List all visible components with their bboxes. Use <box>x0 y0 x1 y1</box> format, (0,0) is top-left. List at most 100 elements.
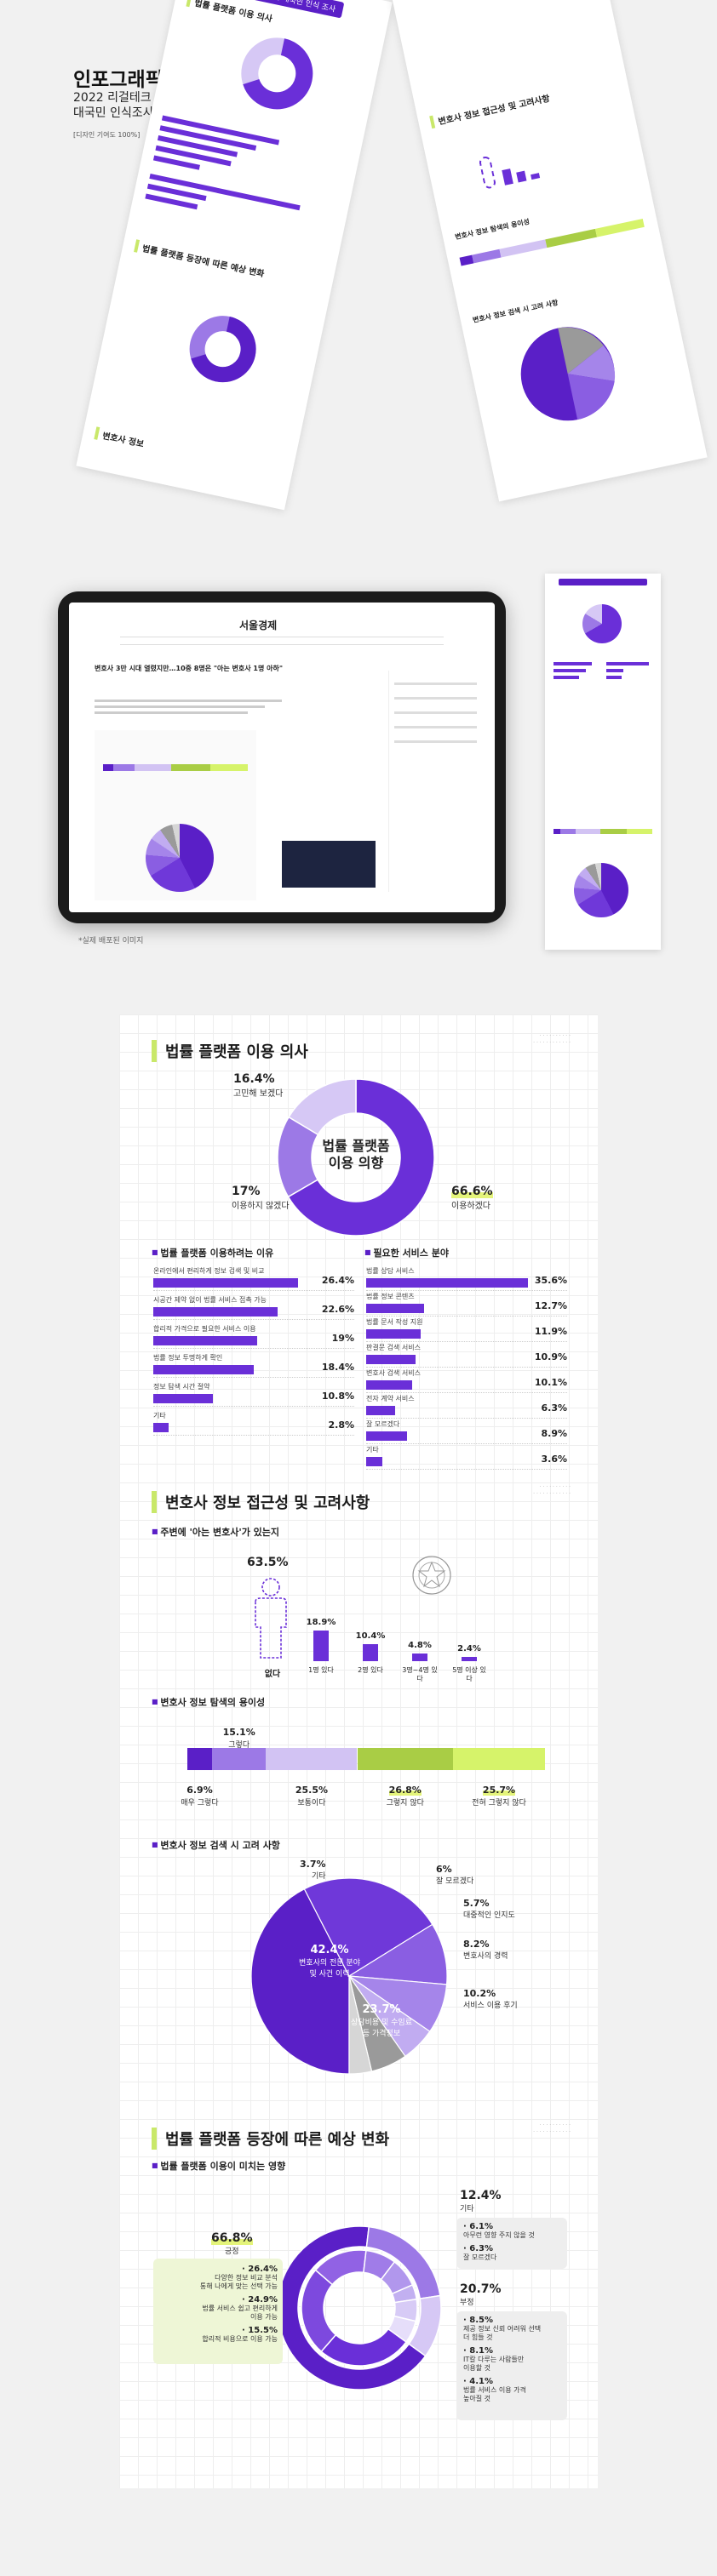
service-value: 12.7% <box>534 1300 567 1311</box>
caption: *실제 배포된 이미지 <box>78 937 144 945</box>
service-label: 법률 정보 콘텐츠 <box>366 1293 415 1300</box>
bar-know-none-pct: 63.5% <box>247 1556 289 1569</box>
poster-left-donut <box>241 37 313 110</box>
ease-label: 25.7% 전혀 그렇지 않다 <box>465 1780 533 1808</box>
consider-review-pct: 10.2% <box>463 1988 496 1999</box>
ease-segment <box>357 1748 454 1770</box>
negative-item-pct: · 8.5% <box>463 2316 494 2325</box>
know-bar <box>313 1631 329 1661</box>
reason-bar <box>153 1365 255 1374</box>
positive-item-pct: · 26.4% <box>242 2265 278 2274</box>
reason-label: 합리적 가격으로 필요한 서비스 이용 <box>153 1325 256 1333</box>
negative-item: · 4.1% 법률 서비스 이용 가격 높아질 것 <box>463 2378 565 2403</box>
reason-value: 10.8% <box>321 1391 354 1402</box>
consider-unknown-text: 잘 모르겠다 <box>436 1877 474 1886</box>
consider-price-text-2: 등 가격정보 <box>362 2030 401 2038</box>
usage-intent-slice-2 <box>288 1078 357 1136</box>
positive-item-pct: · 24.9% <box>242 2295 278 2305</box>
negative-item-pct: · 4.1% <box>463 2377 494 2386</box>
ease-label-pct: 25.5% <box>295 1785 329 1796</box>
consider-label-review: 10.2% 서비스 이용 후기 <box>463 1988 518 2010</box>
ease-title: 변호사 정보 탐색의 용이성 <box>152 1695 265 1709</box>
ease-stacked-bar <box>187 1748 545 1770</box>
service-row: 법률 정보 콘텐츠 12.7% <box>366 1292 567 1317</box>
negative-item: · 8.1% IT칼 다루는 사람들만 이용할 것 <box>463 2347 565 2373</box>
reason-value: 2.8% <box>328 1419 354 1431</box>
know-bar <box>363 1644 378 1661</box>
service-value: 8.9% <box>541 1428 567 1439</box>
section-1-title: 법률 플랫폼 이용 의사 <box>152 1040 308 1062</box>
service-row: 잘 모르겠다 8.9% <box>366 1419 567 1445</box>
service-divider <box>366 1316 567 1317</box>
service-value: 10.9% <box>534 1351 567 1362</box>
section-2-title: 변호사 정보 접근성 및 고려사항 <box>152 1491 370 1513</box>
consider-slice-2 <box>347 1923 448 1985</box>
know-bar-value: 4.8% <box>408 1640 432 1650</box>
consider-specialty-pct: 42.4% <box>310 1944 349 1956</box>
positive-box <box>153 2259 283 2364</box>
label-use-text: 이용하겠다 <box>451 1202 490 1211</box>
negative-item-text-1: 제공 정보 신뢰 어려워 선택 <box>463 2325 542 2333</box>
consider-review-text: 서비스 이용 후기 <box>463 2002 518 2010</box>
negative-item-text-2: 더 힘들 것 <box>463 2333 493 2341</box>
service-value: 6.3% <box>541 1402 567 1414</box>
tilted-poster-left: 리걸테크 산업 관련 대국민 인식 조사 법률 플랫폼 이용 의사 법률 플랫폼… <box>76 0 393 511</box>
label-use-pct: 66.6% <box>451 1185 493 1198</box>
ease-label-text: 매우 그렇다 <box>181 1799 219 1808</box>
service-divider <box>366 1418 567 1419</box>
donut-center-label: 법률 플랫폼 이용 의향 <box>305 1138 407 1172</box>
subtitle-line-1: 2022 리걸테크 산업 <box>73 91 177 105</box>
know-bar-value: 10.4% <box>355 1631 386 1642</box>
know-bar-label: 3명~4명 있다 <box>402 1666 438 1682</box>
service-label: 기타 <box>366 1446 379 1454</box>
ease-label-text: 전혀 그렇지 않다 <box>472 1799 526 1808</box>
ease-segment <box>187 1748 212 1770</box>
consider-unknown-pct: 6% <box>436 1864 452 1875</box>
service-label: 법률 상담 서비스 <box>366 1267 415 1275</box>
poster-left-title: 법률 플랫폼 이용 의사 <box>186 0 274 25</box>
know-bar-label: 5명 이상 있다 <box>452 1666 486 1682</box>
negative-item-text-1: IT칼 다루는 사람들만 <box>463 2356 525 2363</box>
person-dashed-icon <box>255 1578 287 1659</box>
service-row: 법률 상담 서비스 35.6% <box>366 1266 567 1292</box>
negative-head: 20.7% 부정 <box>460 2282 502 2307</box>
negative-pct: 20.7% <box>460 2282 502 2296</box>
reason-bar <box>153 1307 278 1317</box>
consider-slice-0 <box>250 1888 350 2075</box>
etc-item: · 6.3% 잘 모르겠다 <box>463 2245 565 2262</box>
consider-price-pct: 23.7% <box>362 2003 401 2016</box>
poster-right-pie <box>520 327 616 421</box>
consider-label-specialty: 42.4% 변호사의 전문 분야 및 사건 이력 <box>283 1944 376 1979</box>
etc-item: · 6.1% 아무런 영향 주지 않을 것 <box>463 2223 565 2240</box>
consider-label-unknown: 6% 잘 모르겠다 <box>436 1864 473 1886</box>
poster-right-sub-2: 변호사 정보 검색 시 고려 사항 <box>472 298 559 325</box>
service-label: 법률 문서 작성 지원 <box>366 1318 423 1326</box>
reason-divider <box>153 1406 354 1407</box>
know-bar-value: 18.9% <box>306 1618 336 1628</box>
impact-outer-slice-0 <box>277 2225 427 2390</box>
ease-label-pct: 26.8% <box>388 1785 422 1796</box>
know-lawyer-bars: 18.9% 1명 있다 10.4% 2명 있다 4.8% 3명~4명 있다 2.4% 5명 이… <box>298 1559 502 1687</box>
reason-value: 19% <box>331 1333 354 1344</box>
impact-double-donut <box>277 2225 442 2390</box>
infographic-panel: 법률 플랫폼 이용 의사 · · · · · · · · · · · · · · … <box>119 1014 598 2488</box>
reason-divider <box>153 1290 354 1291</box>
consider-slice-1 <box>303 1877 433 1977</box>
service-label: 변호사 검색 서비스 <box>366 1369 421 1377</box>
news-nav <box>120 637 444 645</box>
positive-label: 긍정 <box>225 2248 239 2256</box>
service-label: 판결문 검색 서비스 <box>366 1344 421 1351</box>
reason-divider <box>153 1435 354 1436</box>
positive-item-text-1: 다양한 정보 비교 분석 <box>215 2274 278 2282</box>
impact-title: 법률 플랫폼 이용이 미치는 영향 <box>152 2159 285 2173</box>
reason-value: 26.4% <box>321 1275 354 1286</box>
service-row: 법률 문서 작성 지원 11.9% <box>366 1317 567 1343</box>
consider-other-text: 기타 <box>311 1872 326 1881</box>
poster-left-bars <box>144 111 347 243</box>
tablet-mockup: 서울경제 변호사 3만 시대 열렸지만…10중 8명은 "아는 변호사 1명 아… <box>58 591 506 923</box>
reason-label: 정보 탐색 시간 절약 <box>153 1383 210 1391</box>
ease-segment <box>266 1748 358 1770</box>
reason-bar <box>153 1278 298 1288</box>
etc-pct: 12.4% <box>460 2189 502 2202</box>
usage-intent-slice-0 <box>287 1078 435 1237</box>
